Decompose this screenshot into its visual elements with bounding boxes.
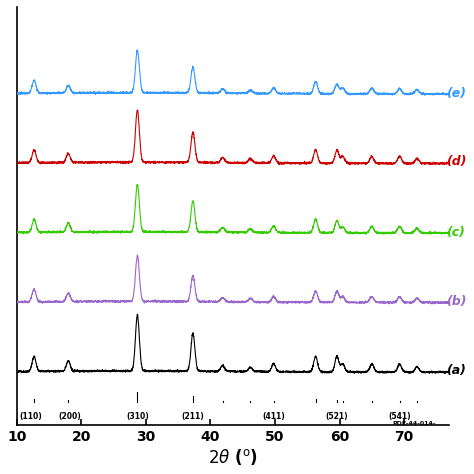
Text: (310): (310)	[126, 411, 149, 420]
Text: (521): (521)	[326, 411, 348, 420]
Text: (d): (d)	[446, 155, 466, 168]
Text: (a): (a)	[446, 364, 466, 377]
Text: (b): (b)	[446, 295, 466, 309]
Text: (200): (200)	[59, 411, 82, 420]
X-axis label: $2\theta$ ($^{\rm o}$): $2\theta$ ($^{\rm o}$)	[208, 447, 258, 467]
Text: (211): (211)	[182, 411, 204, 420]
Text: (110): (110)	[19, 411, 42, 420]
Text: (c): (c)	[446, 226, 465, 238]
Text: (e): (e)	[446, 87, 466, 100]
Text: (411): (411)	[262, 411, 285, 420]
Text: (541): (541)	[388, 411, 411, 420]
Text: PDF-44-014-: PDF-44-014-	[392, 421, 436, 426]
